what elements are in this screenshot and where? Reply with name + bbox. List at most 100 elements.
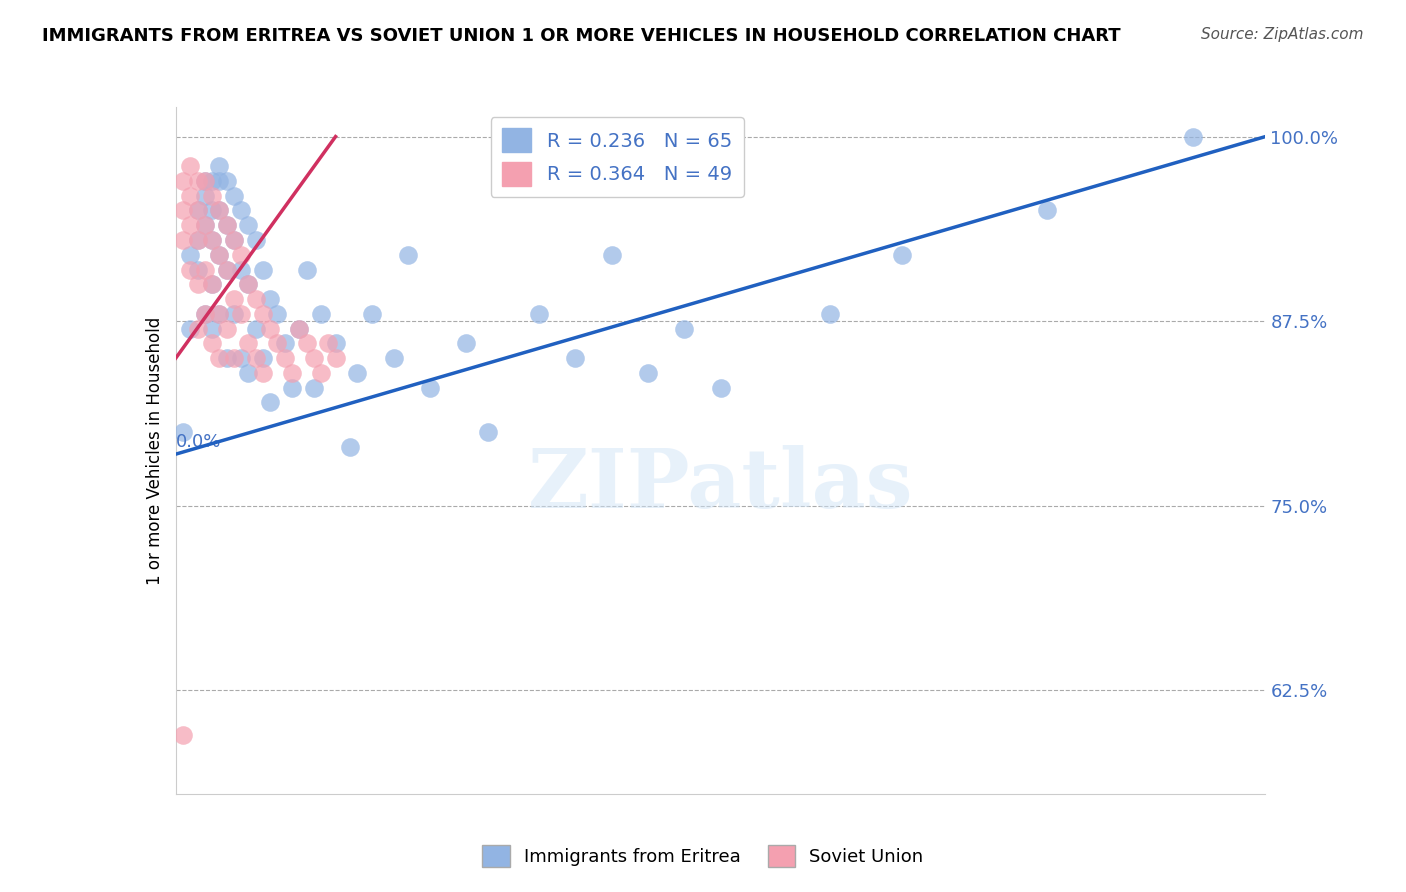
Point xyxy=(360,307,382,321)
Point xyxy=(208,159,231,173)
Point xyxy=(179,248,201,262)
Point xyxy=(172,728,194,742)
Point xyxy=(172,233,194,247)
Point xyxy=(179,218,201,232)
Point xyxy=(527,307,550,321)
Point xyxy=(215,218,238,232)
Point xyxy=(382,351,405,366)
Legend: R = 0.236   N = 65, R = 0.364   N = 49: R = 0.236 N = 65, R = 0.364 N = 49 xyxy=(491,117,744,197)
Point xyxy=(396,248,419,262)
Point xyxy=(208,203,231,218)
Point xyxy=(194,307,217,321)
Point xyxy=(201,188,224,202)
Point xyxy=(201,233,224,247)
Point xyxy=(891,248,914,262)
Point xyxy=(201,277,224,292)
Point xyxy=(281,366,304,380)
Point xyxy=(274,336,297,351)
Point xyxy=(818,307,841,321)
Legend: Immigrants from Eritrea, Soviet Union: Immigrants from Eritrea, Soviet Union xyxy=(475,838,931,874)
Text: IMMIGRANTS FROM ERITREA VS SOVIET UNION 1 OR MORE VEHICLES IN HOUSEHOLD CORRELAT: IMMIGRANTS FROM ERITREA VS SOVIET UNION … xyxy=(42,27,1121,45)
Point xyxy=(245,233,267,247)
Point xyxy=(222,292,245,306)
Point xyxy=(231,351,253,366)
Point xyxy=(238,218,260,232)
Point xyxy=(186,203,209,218)
Point xyxy=(673,321,696,335)
Point xyxy=(419,381,441,395)
Point xyxy=(1036,203,1059,218)
Point xyxy=(172,174,194,188)
Point xyxy=(194,262,217,277)
Point xyxy=(281,381,304,395)
Point xyxy=(215,262,238,277)
Point xyxy=(231,248,253,262)
Point xyxy=(194,218,217,232)
Y-axis label: 1 or more Vehicles in Household: 1 or more Vehicles in Household xyxy=(146,317,165,584)
Point xyxy=(274,351,297,366)
Point xyxy=(186,174,209,188)
Point xyxy=(231,203,253,218)
Point xyxy=(252,307,274,321)
Point xyxy=(201,321,224,335)
Point xyxy=(215,321,238,335)
Point xyxy=(266,336,288,351)
Point xyxy=(245,321,267,335)
Point xyxy=(179,262,201,277)
Point xyxy=(186,203,209,218)
Point xyxy=(208,248,231,262)
Point xyxy=(222,351,245,366)
Point xyxy=(325,336,347,351)
Point xyxy=(309,307,332,321)
Point xyxy=(252,262,274,277)
Point xyxy=(288,321,311,335)
Point xyxy=(231,262,253,277)
Point xyxy=(186,277,209,292)
Text: ZIPatlas: ZIPatlas xyxy=(527,445,914,524)
Point xyxy=(252,351,274,366)
Point xyxy=(346,366,368,380)
Point xyxy=(222,233,245,247)
Point xyxy=(238,277,260,292)
Point xyxy=(231,307,253,321)
Point xyxy=(325,351,347,366)
Point xyxy=(208,248,231,262)
Point xyxy=(238,366,260,380)
Point xyxy=(179,188,201,202)
Point xyxy=(201,336,224,351)
Point xyxy=(238,336,260,351)
Point xyxy=(266,307,288,321)
Point xyxy=(477,425,499,439)
Point xyxy=(186,262,209,277)
Text: Source: ZipAtlas.com: Source: ZipAtlas.com xyxy=(1201,27,1364,42)
Point xyxy=(194,307,217,321)
Point xyxy=(186,233,209,247)
Point xyxy=(245,351,267,366)
Point xyxy=(295,262,318,277)
Point xyxy=(208,307,231,321)
Point xyxy=(637,366,659,380)
Point xyxy=(186,321,209,335)
Point xyxy=(339,440,361,454)
Point xyxy=(309,366,332,380)
Point xyxy=(456,336,478,351)
Point xyxy=(710,381,733,395)
Point xyxy=(194,218,217,232)
Point xyxy=(252,366,274,380)
Point xyxy=(238,277,260,292)
Point xyxy=(172,203,194,218)
Point xyxy=(172,425,194,439)
Point xyxy=(208,307,231,321)
Point xyxy=(288,321,311,335)
Point xyxy=(201,233,224,247)
Point xyxy=(201,203,224,218)
Point xyxy=(201,174,224,188)
Point xyxy=(222,233,245,247)
Point xyxy=(259,321,281,335)
Text: 0.0%: 0.0% xyxy=(176,434,221,451)
Point xyxy=(208,174,231,188)
Point xyxy=(215,218,238,232)
Point xyxy=(194,174,217,188)
Point xyxy=(201,277,224,292)
Point xyxy=(245,292,267,306)
